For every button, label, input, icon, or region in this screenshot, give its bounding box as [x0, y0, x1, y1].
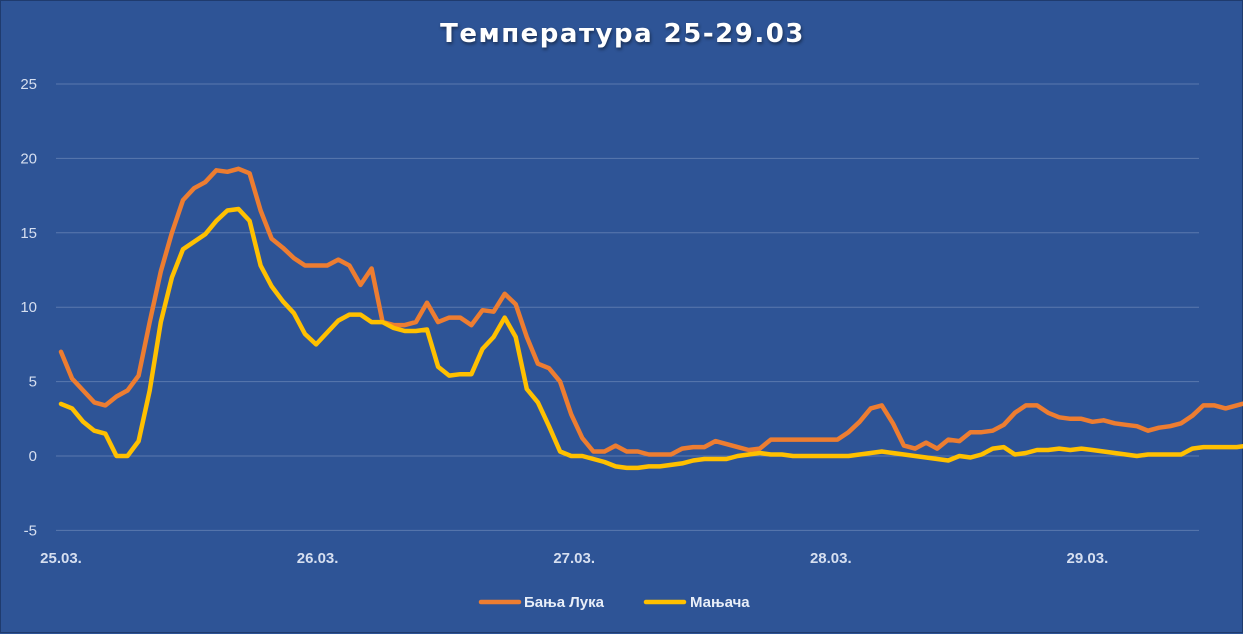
- series-line-2: [58, 206, 1243, 471]
- y-tick-label: 5: [29, 374, 37, 391]
- legend-label-1: Бања Лука: [524, 594, 605, 611]
- x-tick-label: 27.03.: [553, 550, 595, 567]
- x-tick-label: 29.03.: [1067, 550, 1109, 567]
- chart-title: Температура 25-29.03: [440, 19, 805, 49]
- x-tick-label: 25.03.: [40, 550, 82, 567]
- y-tick-label: 0: [29, 448, 37, 465]
- y-tick-label: 20: [20, 150, 37, 167]
- legend-label-2: Мањача: [690, 594, 750, 611]
- y-tick-label: -5: [24, 522, 37, 539]
- x-tick-label: 26.03.: [297, 550, 339, 567]
- series-line-1: [58, 166, 1243, 457]
- y-tick-label: 25: [20, 76, 37, 93]
- x-tick-label: 28.03.: [810, 550, 852, 567]
- y-tick-label: 15: [20, 225, 37, 242]
- y-tick-label: 10: [20, 299, 37, 316]
